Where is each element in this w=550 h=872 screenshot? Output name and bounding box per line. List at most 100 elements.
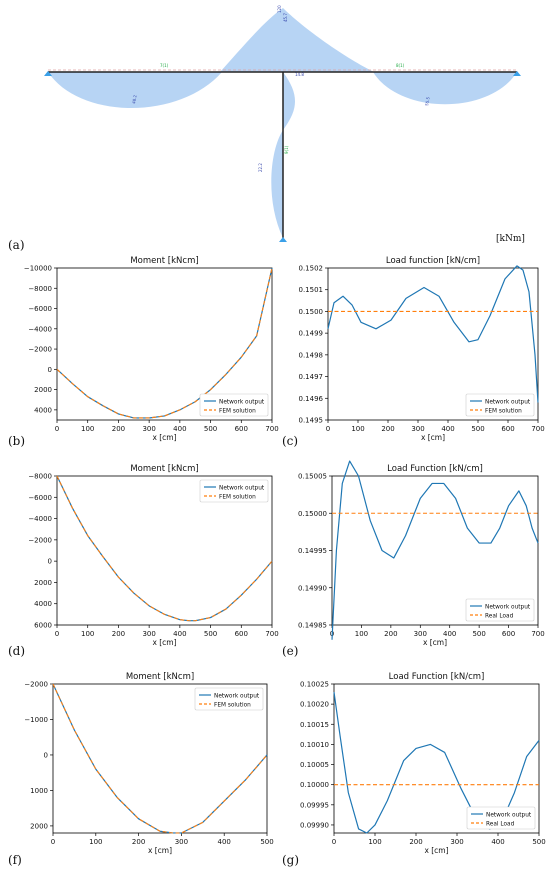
legend-box <box>194 687 264 711</box>
x-tick-label: 400 <box>443 630 456 638</box>
x-tick-label: 600 <box>235 630 248 638</box>
x-axis-label: x [cm] <box>152 433 176 442</box>
y-tick-label: −2000 <box>28 536 52 544</box>
x-tick-label: 500 <box>260 838 273 846</box>
series-group <box>53 684 267 833</box>
y-tick-label: −2000 <box>28 346 52 354</box>
x-axis-label: x [cm] <box>152 638 176 647</box>
support-bottom <box>279 237 287 242</box>
series-line-0 <box>332 461 538 640</box>
y-tick-label: 0.1500 <box>299 308 324 316</box>
legend-entry-0: Network output <box>219 399 265 405</box>
y-tick-label: 0 <box>44 751 48 759</box>
chart-title: Load Function [kN/cm] <box>389 672 485 682</box>
x-tick-label: 400 <box>218 838 231 846</box>
y-tick-label: 0.15005 <box>298 473 327 481</box>
x-tick-label: 500 <box>204 425 217 433</box>
panel-label-d: (d) <box>8 644 26 658</box>
panel-label-g: (g) <box>282 853 300 867</box>
legend: Network output FEM solution <box>194 687 264 711</box>
series-line-1 <box>57 268 272 418</box>
chart-title: Moment [kNcm] <box>130 256 198 266</box>
y-tick-label: 0.09995 <box>300 801 329 809</box>
x-tick-label: 700 <box>531 425 544 433</box>
frame-unit-label: [kNm] <box>496 234 525 244</box>
legend-box <box>465 598 535 622</box>
x-tick-label: 500 <box>532 838 545 846</box>
y-tick-label: 0.10020 <box>300 701 329 709</box>
series-group <box>328 266 538 403</box>
frame-label-moment-left-span: 48.2 <box>131 94 138 104</box>
plot-frame <box>52 683 268 834</box>
panel-label-f: (f) <box>8 853 22 867</box>
chart-b: Moment [kNcm] x [cm] 0 100 200 300 400 500 600 70… <box>24 256 279 442</box>
frame-label-load-right: 8(1) <box>396 63 405 68</box>
moment-area-column <box>271 72 296 238</box>
frame-label-moment-joint-lower: 14.8 <box>295 72 304 77</box>
frame-label-moment-top: 120 <box>277 5 282 13</box>
x-tick-label: 300 <box>142 425 155 433</box>
legend-entry-0: Network output <box>485 399 531 405</box>
legend: Network output FEM solution <box>465 393 535 417</box>
y-tick-label: 0.10005 <box>300 761 329 769</box>
plot-frame <box>56 475 273 626</box>
y-tick-label: −4000 <box>28 325 52 333</box>
y-tick-label: 0.1495 <box>299 417 324 425</box>
y-tick-label: 6000 <box>34 622 52 630</box>
panel-label-b: (b) <box>8 434 26 448</box>
x-tick-label: 300 <box>142 630 155 638</box>
y-tick-label: −8000 <box>28 285 52 293</box>
legend-entry-1: Real Load <box>486 821 515 827</box>
moment-area-column-top <box>220 8 374 72</box>
x-tick-label: 300 <box>411 425 424 433</box>
x-tick-label: 600 <box>502 630 515 638</box>
panel-label-c: (c) <box>282 434 299 448</box>
legend-entry-1: Real Load <box>485 613 514 619</box>
y-tick-label: 0.1502 <box>299 265 324 273</box>
y-tick-label: −1000 <box>24 716 48 724</box>
legend-entry-0: Network output <box>214 693 260 699</box>
y-tick-label: 2000 <box>34 386 52 394</box>
frame-label-moment-joint: 45.7 <box>283 13 288 22</box>
legend-entry-1: FEM solution <box>219 494 256 500</box>
y-tick-label: 0.14990 <box>298 584 327 592</box>
x-tick-label: 0 <box>332 838 336 846</box>
y-tick-label: 0.15000 <box>298 510 327 518</box>
x-tick-label: 400 <box>173 630 186 638</box>
x-tick-label: 200 <box>112 630 125 638</box>
x-tick-label: 600 <box>501 425 514 433</box>
x-tick-label: 700 <box>531 630 544 638</box>
x-tick-label: 0 <box>55 630 59 638</box>
legend-box <box>199 393 269 417</box>
y-tick-label: 0.1499 <box>299 330 324 338</box>
legend-entry-0: Network output <box>485 604 531 610</box>
y-tick-label: 0 <box>48 366 52 374</box>
y-tick-label: 2000 <box>30 822 48 830</box>
x-tick-label: 500 <box>471 425 484 433</box>
x-tick-label: 100 <box>81 630 94 638</box>
panel-label-a: (a) <box>8 238 25 252</box>
chart-d: Moment [kNcm] x [cm] 0 100 200 300 400 500 600 70… <box>28 464 278 647</box>
x-tick-label: 700 <box>265 630 278 638</box>
y-tick-label: −4000 <box>28 515 52 523</box>
x-tick-label: 0 <box>326 425 330 433</box>
panel-label-e: (e) <box>282 644 299 658</box>
series-line-1 <box>53 684 267 833</box>
y-tick-label: 0.14985 <box>298 622 327 630</box>
x-tick-label: 100 <box>355 630 368 638</box>
x-tick-label: 300 <box>175 838 188 846</box>
series-line-1 <box>57 476 272 621</box>
chart-title: Moment [kNcm] <box>130 464 198 474</box>
legend-entry-1: FEM solution <box>214 702 251 708</box>
x-tick-label: 200 <box>409 838 422 846</box>
legend-box <box>466 806 536 830</box>
legend-box <box>199 479 269 503</box>
legend: Network output Real Load <box>466 806 536 830</box>
y-tick-label: 0 <box>48 558 52 566</box>
y-tick-label: 0.14995 <box>298 547 327 555</box>
chart-c: Load function [kN/cm] x [cm] 0 100 200 300 400… <box>299 256 545 442</box>
frame-moment-diagram: 120 45.7 7(1) 8(1) 14.8 48.2 55.5 9(1) 2… <box>44 5 521 242</box>
y-tick-label: −2000 <box>24 681 48 689</box>
y-tick-label: 0.10000 <box>300 781 329 789</box>
